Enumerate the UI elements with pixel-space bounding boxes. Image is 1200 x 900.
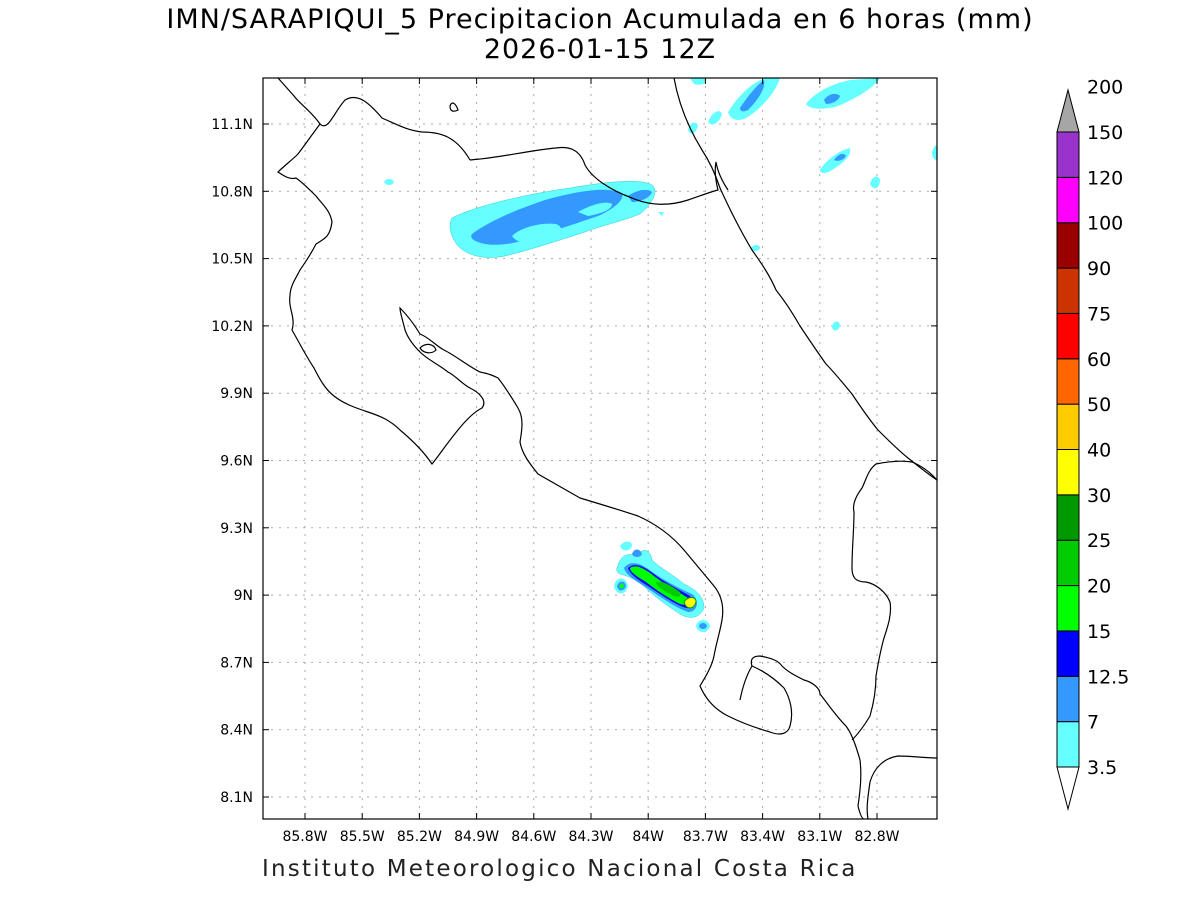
precip-field-south [614,541,710,632]
pacific-coast-east [866,755,937,819]
colorbar-box [1056,312,1080,360]
colorbar-level-label: 90 [1087,258,1111,280]
lat-tick-label: 11.1N [211,117,253,133]
lat-tick-label: 10.8N [211,184,253,200]
caribbean-coast [673,78,937,481]
lon-tick-label: 84.9W [454,829,499,845]
precip-contour-3p5-hole [512,223,562,244]
colorbar-box [1056,585,1080,632]
footer-credit: Instituto Meteorologico Nacional Costa R… [262,856,858,882]
colorbar-level-label: 20 [1087,576,1111,598]
nicaragua-border [469,146,729,205]
lat-tick-label: 9N [234,588,253,604]
lat-tick-label: 8.1N [220,790,253,806]
colorbar-box [1056,176,1080,224]
colorbar-level-label: 60 [1087,349,1111,371]
lat-tick-label: 10.2N [211,319,253,335]
colorbar-level-label: 7 [1087,712,1099,734]
colorbar-box [1056,222,1080,269]
osa-peninsula [739,665,753,701]
coastlines-borders [277,78,937,819]
colorbar-box [1056,539,1080,587]
lon-tick-label: 83.1W [797,829,842,845]
lon-tick-label: 85.5W [340,829,385,845]
colorbar-level-label: 30 [1087,485,1111,507]
colorbar-box [1056,358,1080,405]
colorbar-upper-triangle [1056,88,1080,133]
map-title: IMN/SARAPIQUI_5 Precipitacion Acumulada … [166,4,1034,35]
precip-contour-7 [471,189,623,245]
gridlines [263,78,937,819]
colorbar-level-label: 200 [1087,77,1123,99]
colorbar-box [1056,403,1080,450]
lon-tick-label: 85.8W [282,829,327,845]
precip-field-north [449,181,656,258]
plot-area [263,78,937,819]
colorbar-level-label: 150 [1087,122,1123,144]
lat-tick-label: 9.9N [220,386,253,402]
lat-tick-label: 9.3N [220,521,253,537]
lon-tick-label: 85.2W [397,829,442,845]
map-subtitle-datetime: 2026-01-15 12Z [483,34,717,65]
colorbar-box [1056,267,1080,314]
colorbar-level-label: 25 [1087,530,1111,552]
lake-isle [449,102,459,112]
colorbar-level-label: 15 [1087,621,1111,643]
colorbar-level-label: 40 [1087,440,1111,462]
lon-tick-label: 82.8W [854,829,899,845]
colorbar-box [1056,449,1080,496]
colorbar-box [1056,721,1080,768]
lat-tick-label: 9.6N [220,454,253,470]
nicaragua-lake-shore [277,78,471,161]
colorbar-box [1056,630,1080,677]
lon-tick-label: 84.6W [511,829,556,845]
lat-tick-label: 8.4N [220,723,253,739]
colorbar-legend: 3.5 7 12.5 15 20 25 30 40 50 60 75 90 100 120 150 200 [1056,77,1129,811]
latitude-axis: 11.1N 10.8N 10.5N 10.2N 9.9N 9.6N 9.3N 9N 8.7N 8.… [211,117,937,806]
colorbar-level-label: 120 [1087,167,1123,189]
colorbar-lower-triangle [1056,766,1080,811]
colorbar-level-label: 50 [1087,394,1111,416]
precip-field-northeast [384,78,937,331]
plot-frame [262,77,938,820]
lon-tick-label: 83.4W [740,829,785,845]
colorbar-box [1056,131,1080,178]
panama-border [851,460,937,741]
colorbar-box [1056,675,1080,723]
nicoya-island [419,343,437,354]
lat-tick-label: 10.5N [211,252,253,268]
colorbar-box [1056,494,1080,541]
colorbar-level-label: 12.5 [1087,666,1129,688]
lat-tick-label: 8.7N [220,655,253,671]
colorbar-level-label: 100 [1087,213,1123,235]
lon-tick-label: 84.3W [568,829,613,845]
colorbar-level-label: 75 [1087,303,1111,325]
longitude-axis: 85.8W 85.5W 85.2W 84.9W 84.6W 84.3W 84W 83.7W 83… [282,78,900,845]
lon-tick-label: 84W [632,829,664,845]
colorbar-level-label: 3.5 [1087,757,1117,779]
lon-tick-label: 83.7W [683,829,728,845]
